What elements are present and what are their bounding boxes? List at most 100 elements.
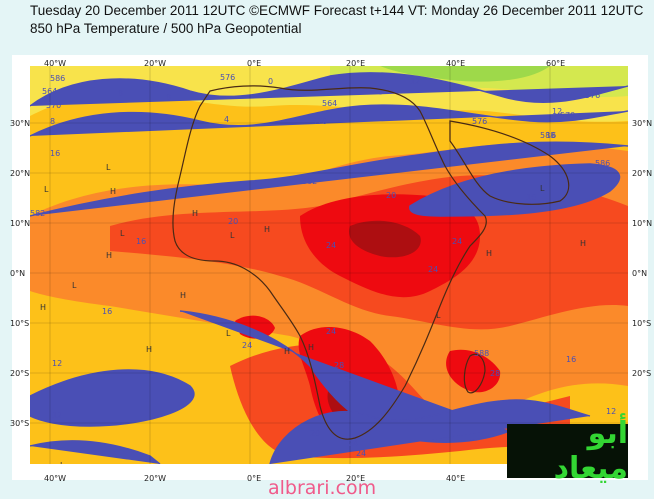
graticule	[30, 66, 628, 464]
lon-tick-20e-bottom: 20°E	[346, 474, 366, 483]
temperature-label: 16	[546, 131, 556, 140]
low-symbol: L	[44, 185, 49, 194]
temperature-label: 20	[310, 429, 320, 438]
temperature-label: 8	[118, 89, 123, 98]
high-symbol: H	[284, 347, 290, 356]
high-symbol: H	[264, 225, 270, 234]
temperature-label: 24	[356, 449, 366, 458]
low-symbol: L	[106, 163, 111, 172]
watermark-logo-box: أبو ميعاد	[507, 416, 628, 486]
pressure-symbols: L H L H L H L H L H H L H H L H L H H L	[40, 163, 586, 464]
temperature-label: 24	[326, 241, 336, 250]
low-symbol: L	[60, 461, 65, 464]
geopotential-label: 586	[595, 159, 610, 168]
contour-line	[269, 399, 591, 464]
lat-tick-10s-left: 10°S	[10, 319, 30, 328]
geopotential-label: 582	[302, 177, 317, 186]
temperature-label: 24	[428, 265, 438, 274]
lat-tick-30s-left: 30°S	[10, 419, 30, 428]
temperature-label: 16	[526, 193, 536, 202]
madagascar-coastline	[463, 353, 486, 394]
temp-band-32-east	[349, 220, 421, 258]
lon-tick-40e-bottom: 40°E	[446, 474, 466, 483]
low-symbol: L	[120, 229, 125, 238]
lon-tick-60e-top: 60°E	[546, 59, 566, 68]
temperature-label: 16	[102, 307, 112, 316]
lat-tick-20s-left: 20°S	[10, 369, 30, 378]
forecast-map: 576 570 564 582 586 588 576 570 564 582 …	[30, 66, 628, 464]
contour-line	[30, 141, 628, 217]
high-symbol: H	[308, 343, 314, 352]
watermark-logo: أبو ميعاد	[553, 416, 628, 486]
temperature-label: 8	[166, 93, 171, 102]
geopotential-label: 576	[472, 117, 487, 126]
site-url[interactable]: albrari.com	[268, 477, 377, 499]
high-symbol: H	[486, 249, 492, 258]
temperature-label: 12	[150, 81, 160, 90]
high-symbol: H	[40, 303, 46, 312]
forecast-title: Tuesday 20 December 2011 12UTC ©ECMWF Fo…	[30, 3, 644, 18]
lon-tick-20e-top: 20°E	[346, 59, 366, 68]
lon-tick-40w-bottom: 40°W	[44, 474, 67, 483]
geopotential-label: 570	[46, 101, 61, 110]
geopotential-label: 564	[42, 87, 57, 96]
arabia-coastline	[449, 120, 570, 205]
geopotential-label: 582	[30, 209, 45, 218]
temperature-label: 28	[490, 369, 500, 378]
low-symbol: L	[436, 311, 441, 320]
lon-tick-40e-top: 40°E	[446, 59, 466, 68]
temperature-label: 24	[242, 341, 252, 350]
high-symbol: H	[106, 251, 112, 260]
lat-tick-20s-right: 20°S	[632, 369, 652, 378]
geopotential-label: 564	[322, 99, 337, 108]
lat-tick-30n-left: 30°N	[10, 119, 31, 128]
lat-tick-0n-right: 0°N	[632, 269, 648, 278]
lon-tick-40w-top: 40°W	[44, 59, 67, 68]
contour-line	[30, 369, 195, 427]
temperature-label: 20	[228, 217, 238, 226]
lat-tick-30n-right: 30°N	[632, 119, 653, 128]
temperature-label: 28	[334, 361, 344, 370]
lat-tick-20n-left: 20°N	[10, 169, 31, 178]
geopotential-label: 570	[560, 111, 575, 120]
lat-tick-0n-left: 0°N	[10, 269, 26, 278]
lat-tick-10n-right: 10°N	[632, 219, 653, 228]
lat-tick-10n-left: 10°N	[10, 219, 31, 228]
temperature-label: 12	[606, 407, 616, 416]
lon-tick-20w-top: 20°W	[144, 59, 167, 68]
forecast-subtitle: 850 hPa Temperature / 500 hPa Geopotenti…	[30, 21, 302, 36]
temperature-label: 24	[344, 375, 354, 384]
lon-tick-0e-bottom: 0°E	[247, 474, 262, 483]
temperature-label: 16	[136, 237, 146, 246]
temperature-label: 24	[326, 327, 336, 336]
temp-band-4	[380, 66, 550, 82]
temperature-label: 24	[348, 439, 358, 448]
geopotential-label: 576	[220, 73, 235, 82]
temperature-label: 24	[452, 237, 462, 246]
low-symbol: L	[540, 184, 545, 193]
temperature-label: 4	[224, 115, 229, 124]
temperature-label: 16	[566, 355, 576, 364]
lat-tick-20n-right: 20°N	[632, 169, 653, 178]
high-symbol: H	[180, 291, 186, 300]
temperature-label: 0	[268, 77, 273, 86]
lat-tick-10s-right: 10°S	[632, 319, 652, 328]
lon-tick-0e-top: 0°E	[247, 59, 262, 68]
temp-band-28-madagascar	[446, 349, 501, 393]
geopotential-label: 586	[50, 74, 65, 83]
temperature-label: 20	[386, 191, 396, 200]
low-symbol: L	[226, 329, 231, 338]
low-symbol: L	[230, 231, 235, 240]
geopotential-label: 588	[474, 349, 489, 358]
contour-labels: 576 570 564 582 586 588 576 570 564 582 …	[30, 73, 616, 458]
temperature-label: 12	[52, 359, 62, 368]
temperature-label: 12	[52, 411, 62, 420]
temperature-label: 8	[50, 117, 55, 126]
high-symbol: H	[110, 187, 116, 196]
contour-line	[30, 440, 161, 464]
geopotential-label: 588	[540, 131, 555, 140]
high-symbol: H	[192, 209, 198, 218]
temperature-label: 16	[50, 149, 60, 158]
contour-line	[179, 310, 511, 443]
geopotential-label: 570	[312, 117, 327, 126]
